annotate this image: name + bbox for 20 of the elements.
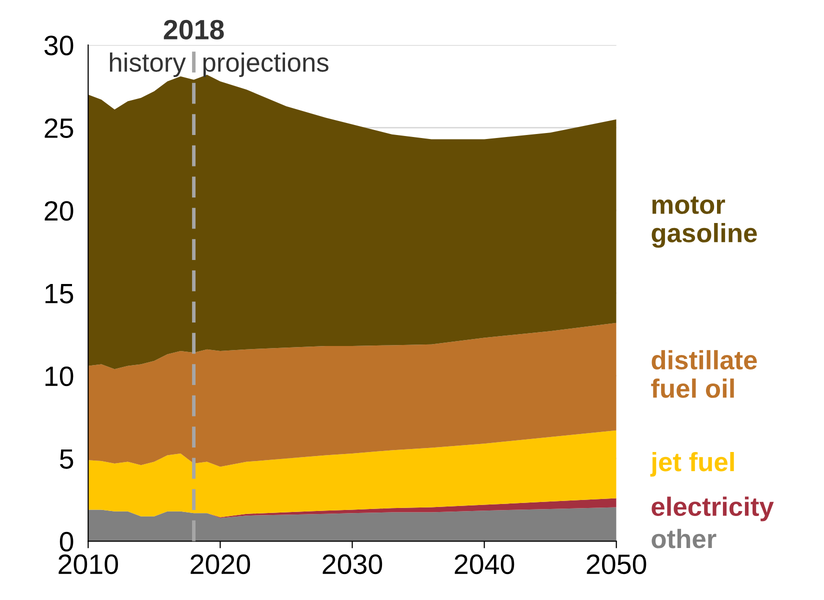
annotation: history	[110, 52, 186, 78]
series-label: electricity	[652, 496, 774, 522]
x-tick-label: 2040	[454, 554, 514, 574]
y-tick-label: 5	[60, 449, 74, 469]
x-tick-label: 2030	[322, 554, 382, 574]
y-tick-label: 30	[44, 36, 74, 56]
annotation: projections	[203, 52, 328, 78]
series-label: other	[652, 528, 716, 548]
y-tick-label: 10	[46, 366, 74, 386]
series-label: motor gasoline	[652, 196, 757, 248]
y-tick-label: 0	[60, 532, 74, 552]
series-label: distillate fuel oil	[651, 350, 757, 398]
ref-line-label: 2018	[164, 20, 224, 40]
x-tick-label: 2010	[58, 554, 118, 574]
x-tick-label: 2050	[586, 554, 646, 574]
x-tick-label: 2020	[190, 554, 250, 574]
y-tick-label: 20	[44, 201, 74, 221]
series-label: jet fuel	[650, 452, 734, 477]
y-tick-label: 25	[44, 118, 74, 138]
y-tick-label: 15	[46, 284, 74, 304]
